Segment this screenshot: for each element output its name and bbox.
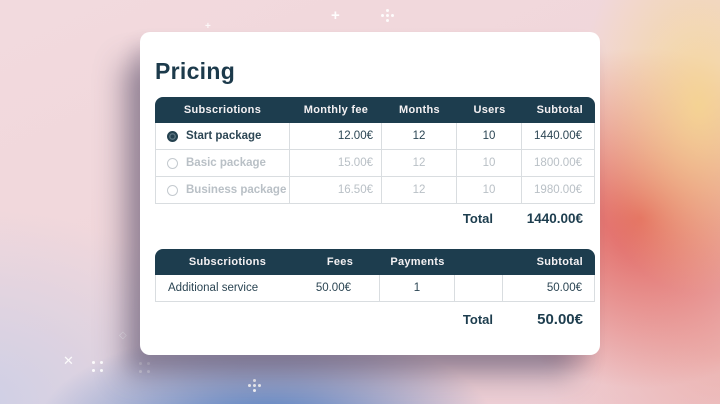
sparkle-x-icon: ✕ <box>63 353 74 368</box>
users-value: 10 <box>457 123 522 150</box>
sparkle-dots-icon <box>143 366 146 369</box>
services-table: Subscriotions Fees Payments Subtotal Add… <box>155 249 595 302</box>
users-value: 10 <box>457 177 522 204</box>
subscriptions-table: Subscriotions Monthly fee Months Users S… <box>155 97 595 204</box>
services-total: Total 50.00€ <box>155 311 595 328</box>
subtotal-value: 50.00€ <box>503 275 595 302</box>
months-value: 12 <box>382 123 457 150</box>
subtotal-value: 1980.00€ <box>522 177 595 204</box>
services-table-header: Subscriotions Fees Payments Subtotal <box>155 249 595 275</box>
column-header-payments: Payments <box>390 256 445 268</box>
payments-value: 1 <box>380 275 455 302</box>
monthly-fee-value: 15.00€ <box>290 150 382 177</box>
page-title: Pricing <box>155 58 236 84</box>
sparkle-dots-icon <box>253 384 256 387</box>
subtotal-value: 1800.00€ <box>522 150 595 177</box>
subtotal-value: 1440.00€ <box>522 123 595 150</box>
total-value: 1440.00€ <box>526 211 583 226</box>
months-value: 12 <box>382 150 457 177</box>
service-name: Additional service <box>168 282 259 294</box>
table-row-additional-service[interactable]: Additional service 50.00€ 1 50.00€ <box>155 275 595 302</box>
sparkle-dots-icon <box>96 365 99 368</box>
table-row-business-package[interactable]: Business package 16.50€ 12 10 1980.00€ <box>155 177 595 204</box>
radio-start-package[interactable] <box>167 130 178 142</box>
sparkle-plus-icon: + <box>331 7 340 24</box>
column-header-subtotal: Subtotal <box>536 256 583 268</box>
column-header-fees: Fees <box>326 256 354 268</box>
sparkle-diamond-icon: ◇ <box>119 330 127 341</box>
users-value: 10 <box>457 150 522 177</box>
fees-value: 50.00€ <box>315 282 351 294</box>
column-header-users: Users <box>473 104 506 116</box>
column-header-subscriptions: Subscriotions <box>188 256 267 268</box>
subscriptions-table-header: Subscriotions Monthly fee Months Users S… <box>155 97 595 123</box>
total-label: Total <box>462 312 493 327</box>
column-header-subtotal: Subtotal <box>536 104 583 116</box>
subscriptions-total: Total 1440.00€ <box>155 211 595 226</box>
monthly-fee-value: 16.50€ <box>290 177 382 204</box>
radio-basic-package[interactable] <box>167 157 178 169</box>
pricing-card: Pricing Subscriotions Monthly fee Months… <box>140 32 600 355</box>
sparkle-plus-small-icon: + <box>205 21 211 32</box>
package-name: Basic package <box>186 157 266 169</box>
table-row-basic-package[interactable]: Basic package 15.00€ 12 10 1800.00€ <box>155 150 595 177</box>
package-name: Start package <box>186 130 262 142</box>
table-row-start-package[interactable]: Start package 12.00€ 12 10 1440.00€ <box>155 123 595 150</box>
empty-cell <box>455 275 503 302</box>
months-value: 12 <box>382 177 457 204</box>
total-value: 50.00€ <box>537 311 583 328</box>
column-header-months: Months <box>399 104 440 116</box>
column-header-monthly-fee: Monthly fee <box>303 104 369 116</box>
column-header-subscriptions: Subscriotions <box>183 104 262 116</box>
monthly-fee-value: 12.00€ <box>290 123 382 150</box>
radio-business-package[interactable] <box>167 184 178 196</box>
package-name: Business package <box>186 184 287 196</box>
total-label: Total <box>462 211 493 226</box>
sparkle-dots-icon <box>386 14 389 17</box>
